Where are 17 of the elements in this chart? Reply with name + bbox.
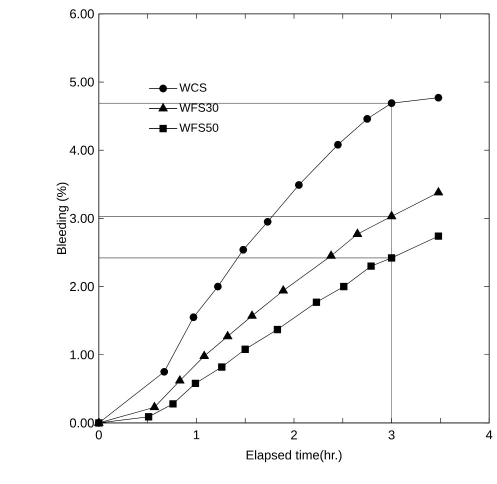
legend-label: WCS [179,83,206,92]
y-tick-label: 2.00 [70,282,94,291]
x-axis-title: Elapsed time(hr.) [246,450,342,462]
y-tick-label: 5.00 [70,77,94,86]
x-tick-label: 2 [291,430,297,440]
y-tick-label: 4.00 [70,146,94,155]
x-tick-label: 1 [194,430,200,440]
y-axis-title: Bleeding (%) [56,182,69,254]
y-tick-label: 6.00 [70,9,94,18]
x-tick-label: 3 [388,430,395,440]
legend-label: WFS30 [179,103,218,112]
legend-label: WFS50 [179,123,218,132]
y-tick-label: 1.00 [70,350,94,360]
x-tick-label: 0 [96,430,102,440]
y-tick-label: 0.00 [70,418,94,428]
x-tick-label: 4 [486,430,492,440]
y-tick-label: 3.00 [70,214,94,223]
